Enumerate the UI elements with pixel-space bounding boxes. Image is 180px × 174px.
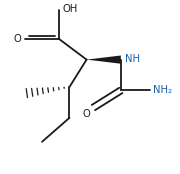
Text: O: O	[14, 34, 22, 44]
Text: OH: OH	[63, 4, 78, 14]
Text: O: O	[82, 109, 90, 119]
Polygon shape	[87, 56, 121, 64]
Text: NH₂: NH₂	[153, 85, 172, 94]
Text: NH: NH	[125, 54, 140, 64]
